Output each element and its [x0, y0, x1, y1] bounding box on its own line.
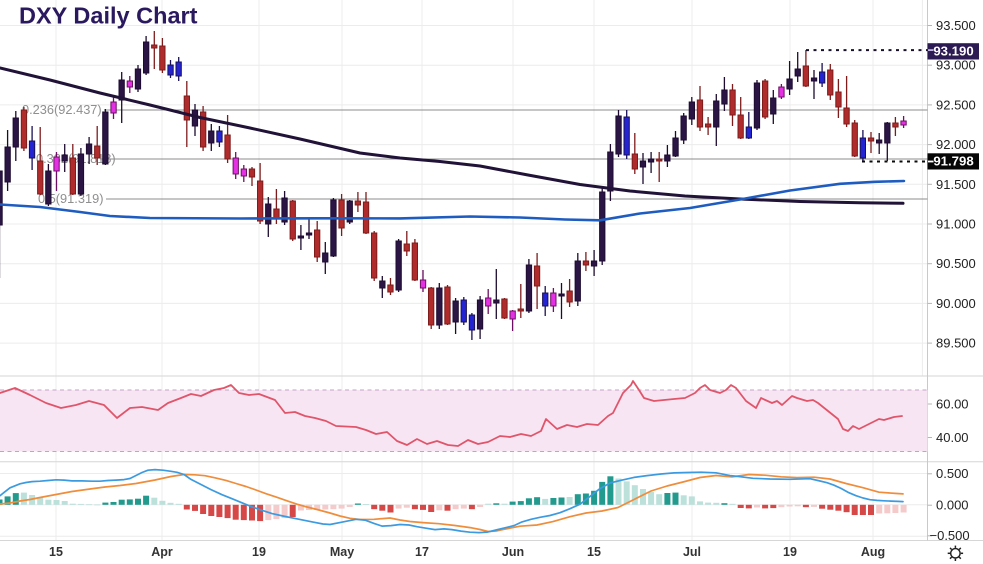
- svg-text:91.798: 91.798: [933, 154, 973, 169]
- svg-text:19: 19: [252, 545, 266, 559]
- svg-text:89.500: 89.500: [936, 336, 976, 351]
- svg-text:91.000: 91.000: [936, 217, 976, 232]
- svg-text:Jun: Jun: [502, 545, 524, 559]
- svg-text:Apr: Apr: [151, 545, 173, 559]
- svg-text:90.000: 90.000: [936, 296, 976, 311]
- svg-text:Aug: Aug: [861, 545, 885, 559]
- svg-text:0.500: 0.500: [936, 466, 969, 481]
- svg-text:May: May: [330, 545, 354, 559]
- svg-text:DXY Daily Chart: DXY Daily Chart: [19, 2, 198, 28]
- svg-text:15: 15: [587, 545, 601, 559]
- svg-text:17: 17: [415, 545, 429, 559]
- svg-text:0.000: 0.000: [936, 498, 969, 513]
- svg-text:92.000: 92.000: [936, 137, 976, 152]
- svg-text:−0.500: −0.500: [930, 528, 970, 543]
- svg-text:92.500: 92.500: [936, 97, 976, 112]
- svg-text:93.000: 93.000: [936, 58, 976, 73]
- svg-text:60.00: 60.00: [936, 397, 969, 412]
- svg-text:90.500: 90.500: [936, 256, 976, 271]
- svg-text:40.00: 40.00: [936, 430, 969, 445]
- svg-text:Jul: Jul: [683, 545, 701, 559]
- svg-text:0.5(91.319): 0.5(91.319): [38, 191, 103, 206]
- svg-text:0.236(92.437): 0.236(92.437): [22, 102, 102, 117]
- svg-text:91.500: 91.500: [936, 177, 976, 192]
- svg-text:19: 19: [783, 545, 797, 559]
- svg-text:15: 15: [49, 545, 63, 559]
- svg-text:93.500: 93.500: [936, 18, 976, 33]
- svg-text:93.190: 93.190: [933, 44, 973, 59]
